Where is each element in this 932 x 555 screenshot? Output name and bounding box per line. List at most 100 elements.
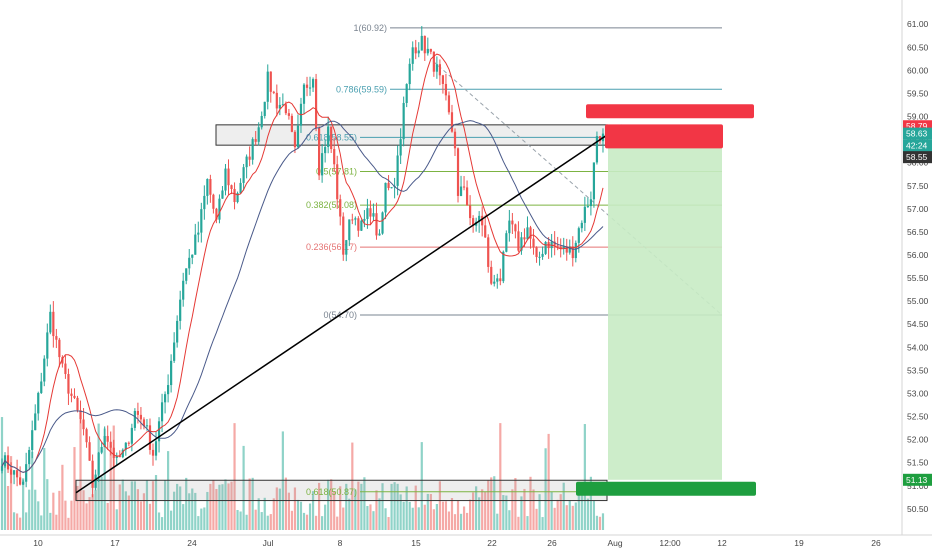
volume-bar: [514, 478, 517, 530]
fib-trend-line[interactable]: [432, 60, 723, 316]
stop-badge[interactable]: [586, 104, 754, 119]
candle-body: [275, 92, 278, 109]
volume-bar: [399, 494, 402, 530]
candle-body: [369, 208, 372, 217]
price-tick-label: 56.50: [907, 227, 929, 237]
volume-bar: [550, 491, 553, 530]
candle-body: [339, 199, 342, 217]
candle-body: [293, 131, 297, 148]
volume-bar: [478, 497, 481, 530]
target-zone[interactable]: [608, 137, 722, 480]
volume-bar: [194, 492, 197, 530]
volume-bar: [375, 490, 378, 530]
volume-bar: [206, 491, 209, 530]
candle-body: [296, 125, 300, 148]
time-axis[interactable]: 10 17 24 Jul 8 15 22 26 Aug 12:00 12 19 26: [0, 534, 932, 548]
volume-bar: [112, 425, 115, 530]
volume-bar: [595, 515, 599, 530]
candle-body: [206, 178, 209, 196]
volume-bar: [475, 486, 478, 530]
candle-body: [269, 71, 272, 92]
candle-body: [402, 102, 405, 140]
candle-body: [408, 63, 411, 85]
volume-bar: [408, 501, 411, 530]
volume-bar: [472, 492, 475, 530]
volume-bar: [64, 500, 67, 530]
candle-body: [541, 253, 544, 257]
volume-bar: [299, 501, 303, 530]
candle-body: [345, 240, 348, 255]
candle-body: [0, 466, 4, 471]
pnl-badge[interactable]: [605, 124, 723, 149]
volume-bar: [109, 445, 112, 530]
volume-bar: [508, 510, 511, 530]
candle-body: [188, 257, 191, 269]
candle-body: [130, 427, 133, 444]
price-tick-label: 55.00: [907, 296, 929, 306]
volume-bar: [453, 514, 457, 530]
volume-bar: [76, 485, 79, 530]
position-tool[interactable]: [576, 104, 756, 496]
volume-bar: [502, 495, 505, 530]
candle-body: [218, 198, 221, 220]
candle-body: [173, 342, 176, 361]
volume-bar: [420, 442, 423, 530]
fib-level-label: 1(60.92): [353, 23, 387, 33]
price-axis[interactable]: 61.0060.5060.0059.5059.0058.5058.0057.50…: [901, 0, 932, 550]
candle-body: [348, 219, 351, 241]
candle-body: [481, 215, 484, 226]
candle-body: [52, 311, 55, 337]
candle-body: [209, 178, 212, 195]
volume-bar: [324, 504, 327, 530]
volume-bar: [58, 490, 61, 530]
candle-body: [429, 48, 432, 52]
candle-body: [167, 385, 170, 395]
moving-average-slow: [1, 120, 604, 473]
price-tick-label: 57.00: [907, 204, 929, 214]
volume-bar: [544, 448, 547, 530]
time-tick-label: 22: [487, 538, 497, 548]
candle-body: [239, 182, 242, 194]
volume-bar: [336, 516, 339, 530]
time-tick-label: Jul: [263, 538, 274, 548]
price-tick-label: 59.00: [907, 112, 929, 122]
volume-bar: [456, 501, 460, 530]
zones-layer: [75, 124, 608, 502]
volume-bar: [221, 484, 224, 530]
volume-bar: [378, 498, 381, 530]
volume-bar: [173, 491, 176, 530]
candle-body: [194, 234, 197, 255]
candle-body: [55, 336, 58, 340]
candle-body: [324, 147, 327, 154]
candle-body: [538, 256, 541, 258]
volume-bar: [94, 490, 97, 530]
price-tick-label: 55.50: [907, 273, 929, 283]
candle-body: [351, 219, 354, 221]
candle-body: [145, 425, 149, 427]
time-tick-label: 19: [794, 538, 804, 548]
candle-body: [405, 84, 408, 103]
candle-body: [121, 449, 124, 458]
candle-body: [586, 206, 589, 208]
candle-body: [308, 87, 312, 89]
target-badge[interactable]: [576, 481, 756, 496]
candle-body: [526, 227, 529, 240]
volume-bar: [390, 483, 393, 530]
volume-bar: [233, 423, 236, 530]
volume-bar: [465, 512, 469, 530]
trend-line[interactable]: [75, 134, 608, 494]
entry-price-tag-label: 58.55: [906, 152, 928, 162]
candle-body: [571, 246, 574, 259]
volume-bar: [266, 515, 269, 530]
volume-bar: [559, 494, 562, 530]
time-tick-label: 17: [110, 538, 120, 548]
volume-bar: [357, 481, 360, 530]
volume-bar: [429, 494, 432, 530]
candle-body: [6, 455, 10, 470]
candle-body: [103, 436, 106, 447]
candle-body: [233, 188, 236, 203]
fib-level-label: 0.236(56.17): [306, 242, 357, 252]
volume-bar: [493, 476, 496, 530]
